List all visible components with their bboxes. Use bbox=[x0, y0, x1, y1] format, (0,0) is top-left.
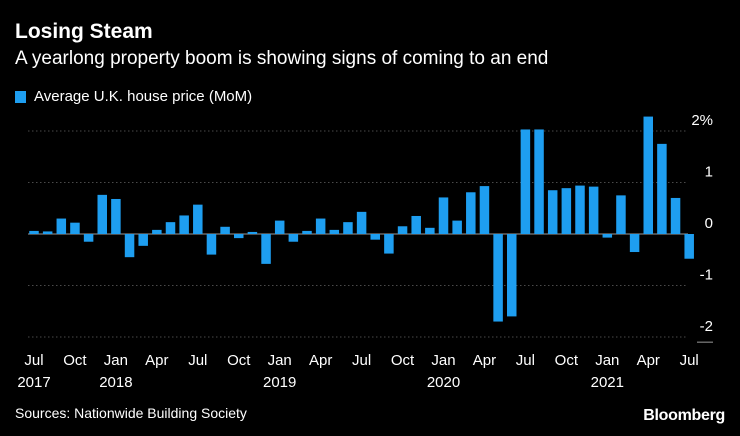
x-tick-label: Apr bbox=[637, 352, 660, 369]
bar bbox=[602, 234, 613, 238]
x-tick-label: Jan bbox=[595, 352, 619, 369]
bar bbox=[370, 234, 380, 240]
bar bbox=[288, 234, 299, 242]
x-tick-label: Jul bbox=[352, 352, 371, 369]
bar bbox=[193, 204, 203, 234]
x-tick-label: Oct bbox=[227, 352, 251, 369]
bar bbox=[452, 220, 462, 234]
bar bbox=[561, 188, 572, 234]
x-year-label: 2021 bbox=[591, 374, 624, 391]
bar bbox=[138, 234, 148, 246]
bar bbox=[629, 234, 640, 253]
bar bbox=[274, 220, 285, 234]
bar bbox=[124, 234, 135, 258]
x-tick-label: Jan bbox=[431, 352, 455, 369]
x-tick-label: Apr bbox=[145, 352, 168, 369]
bar bbox=[179, 215, 189, 234]
bar bbox=[547, 190, 558, 234]
bar bbox=[70, 222, 80, 234]
x-tick-label: Apr bbox=[473, 352, 496, 369]
bar bbox=[479, 186, 490, 234]
bar bbox=[356, 211, 367, 234]
y-tick-label: -2 bbox=[700, 318, 713, 335]
legend: Average U.K. house price (MoM) bbox=[15, 88, 252, 105]
x-axis-labels: Jul 2017 Oct Jan 2018 Apr Jul Oct Jan 2019 Apr Jul O… bbox=[17, 352, 698, 391]
bar bbox=[152, 229, 162, 234]
bar bbox=[670, 197, 681, 234]
x-tick-label: Apr bbox=[309, 352, 332, 369]
bar bbox=[657, 143, 667, 234]
bar bbox=[643, 116, 653, 234]
legend-swatch bbox=[15, 90, 26, 103]
bar bbox=[425, 227, 435, 234]
source-note: Sources: Nationwide Building Society bbox=[15, 405, 247, 421]
y-tick-label: -1 bbox=[700, 267, 713, 284]
x-tick-label: Oct bbox=[63, 352, 87, 369]
x-tick-label: Jul bbox=[516, 352, 535, 369]
bar bbox=[384, 234, 394, 254]
bar-chart: 2% 1 0 -1 -2 Jul 2017 Oct Jan 2018 Apr Jul Oct Jan 20… bbox=[17, 112, 713, 391]
bar bbox=[42, 231, 53, 234]
x-tick-label: Jul bbox=[188, 352, 207, 369]
bar bbox=[329, 229, 340, 234]
x-tick-label: Oct bbox=[391, 352, 415, 369]
bar bbox=[111, 198, 121, 234]
bar bbox=[29, 230, 39, 234]
x-year-label: 2017 bbox=[17, 374, 50, 391]
bar bbox=[56, 218, 67, 234]
bar bbox=[575, 185, 585, 234]
bar bbox=[438, 197, 449, 234]
legend-label: Average U.K. house price (MoM) bbox=[34, 88, 253, 105]
x-year-label: 2018 bbox=[99, 374, 132, 391]
bar bbox=[588, 186, 599, 234]
bar bbox=[534, 129, 544, 234]
y-tick-label: 1 bbox=[705, 164, 713, 181]
x-tick-label: Jan bbox=[104, 352, 128, 369]
bar bbox=[83, 234, 94, 242]
bar bbox=[165, 222, 176, 234]
bar bbox=[343, 222, 353, 234]
bar bbox=[302, 230, 312, 234]
bar bbox=[397, 226, 408, 234]
x-tick-label: Jan bbox=[268, 352, 292, 369]
bar bbox=[315, 218, 326, 234]
x-tick-label: Jul bbox=[24, 352, 43, 369]
bar bbox=[507, 234, 517, 317]
y-tick-label: 0 bbox=[705, 215, 713, 232]
y-tick-label: 2% bbox=[691, 112, 713, 129]
bars bbox=[29, 116, 694, 322]
bar bbox=[247, 231, 258, 234]
bar bbox=[97, 194, 107, 234]
bar bbox=[206, 234, 217, 255]
bar bbox=[261, 234, 271, 264]
bar bbox=[493, 234, 503, 322]
bar bbox=[520, 129, 531, 234]
bar bbox=[616, 195, 626, 234]
bar bbox=[684, 234, 694, 259]
bar bbox=[411, 215, 421, 234]
y-axis-labels: 2% 1 0 -1 -2 bbox=[691, 112, 713, 335]
bloomberg-logo: Bloomberg bbox=[643, 407, 725, 424]
bar bbox=[466, 192, 476, 234]
bar bbox=[220, 226, 230, 234]
x-tick-label: Jul bbox=[680, 352, 699, 369]
chart-subtitle: A yearlong property boom is showing sign… bbox=[15, 48, 549, 69]
bar bbox=[234, 234, 244, 239]
x-year-label: 2019 bbox=[263, 374, 296, 391]
x-tick-label: Oct bbox=[555, 352, 579, 369]
x-year-label: 2020 bbox=[427, 374, 460, 391]
chart-title: Losing Steam bbox=[15, 20, 153, 43]
